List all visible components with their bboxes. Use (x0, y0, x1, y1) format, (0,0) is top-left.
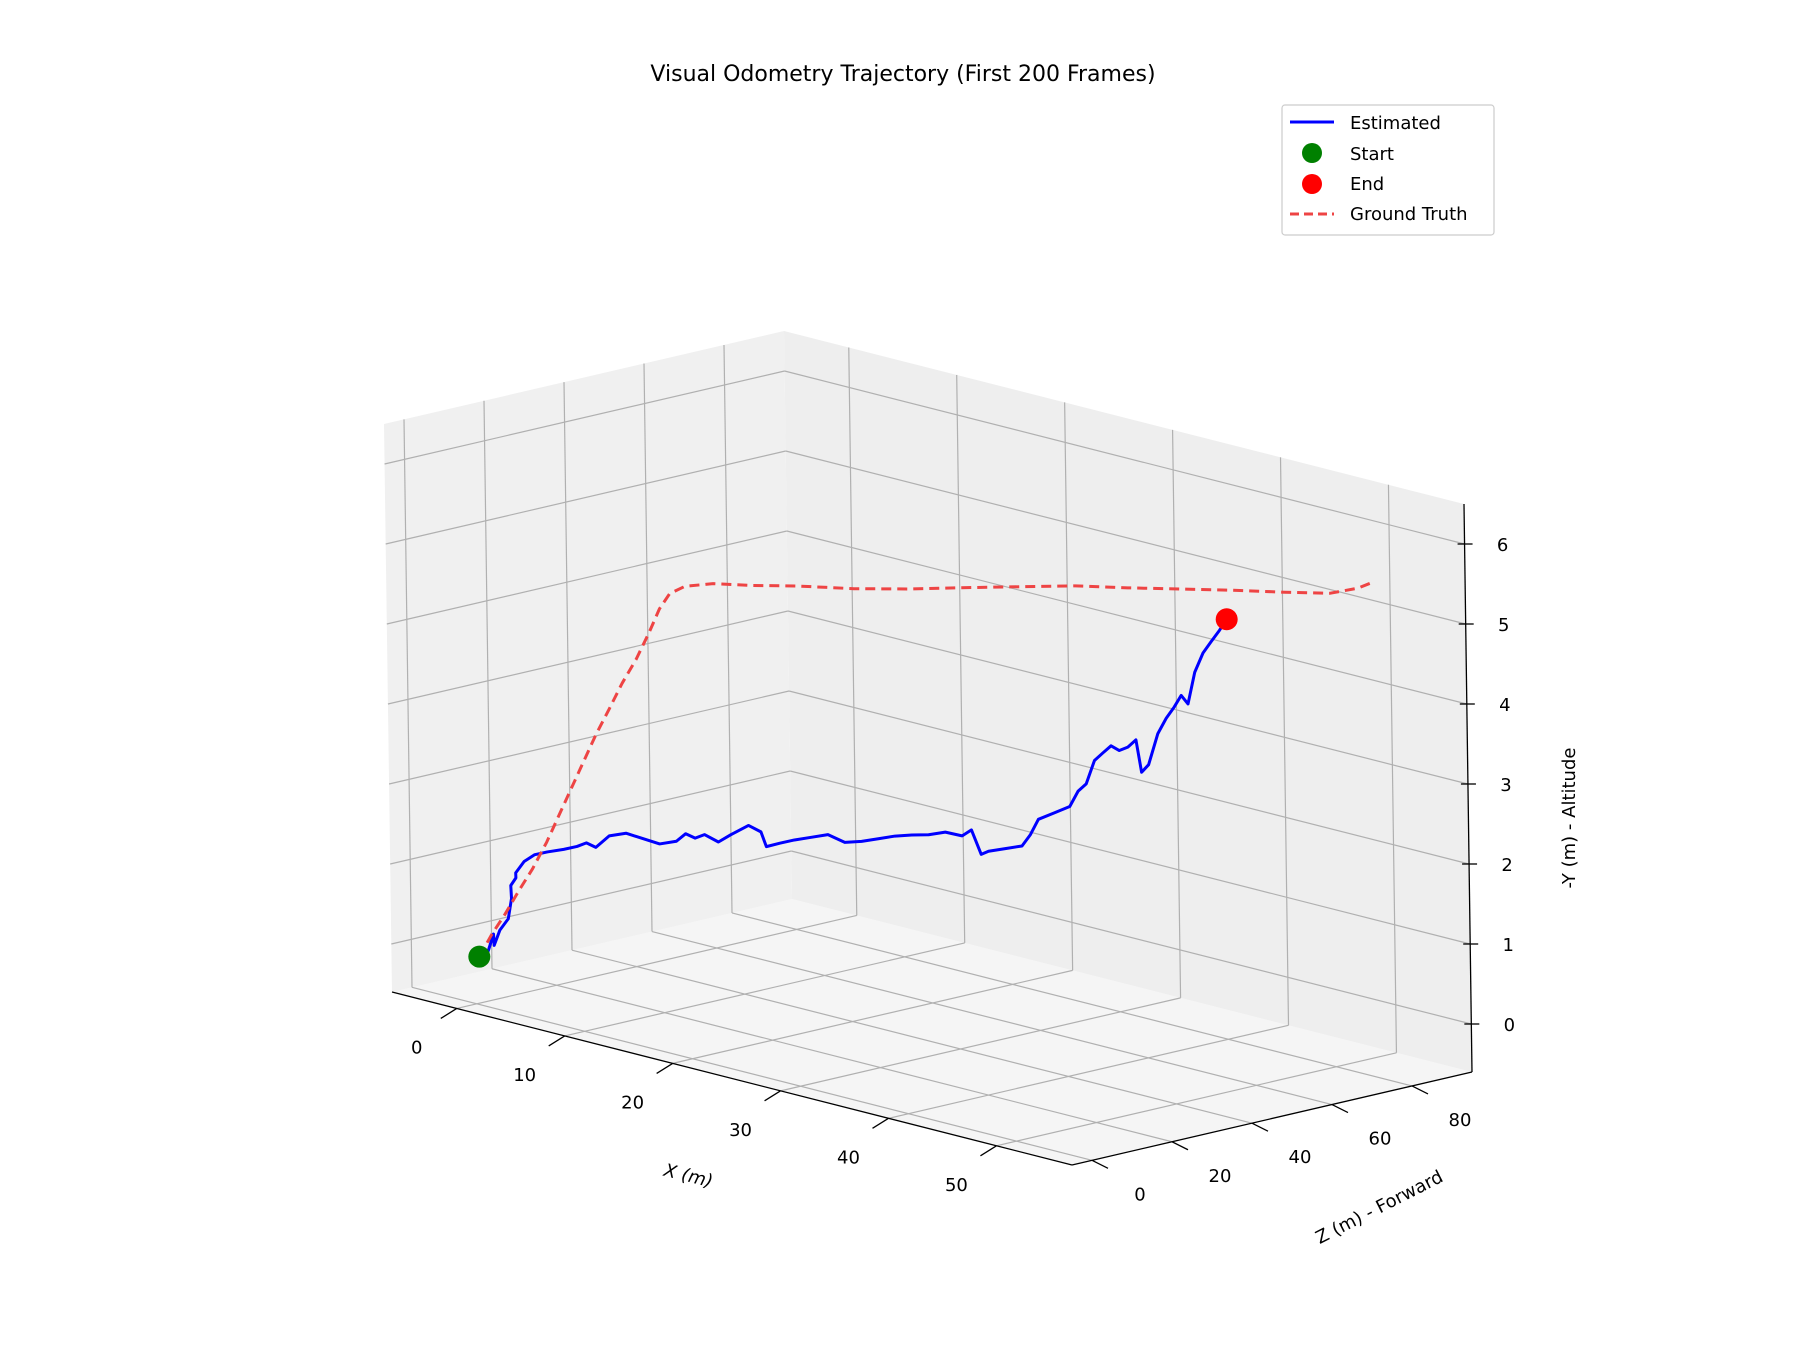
x-tick-label: 10 (513, 1065, 536, 1086)
z-axis-line (1463, 503, 1473, 1073)
grid-x-back (1387, 484, 1398, 1053)
grid-z-back (785, 450, 1466, 625)
y-axis-label: Z (m) - Forward (1312, 1166, 1446, 1248)
grid-x-back (1279, 457, 1290, 1026)
start-marker (468, 945, 491, 968)
grid-x-floor (564, 942, 965, 1037)
x-tick-label: 40 (837, 1147, 860, 1168)
grid-z-left (390, 770, 791, 865)
grid-x-floor (996, 1052, 1397, 1147)
grid-x-floor (780, 997, 1181, 1092)
grid-z-back (790, 770, 1471, 945)
x-tick-mark (980, 1145, 997, 1157)
legend-ground-truth-label: Ground Truth (1350, 204, 1468, 225)
grid-x-floor (672, 969, 1073, 1064)
grid-z-left (386, 530, 787, 625)
grid-x-back (1064, 402, 1074, 971)
grid-y-left (723, 344, 733, 913)
z-tick-label: 6 (1497, 535, 1508, 556)
legend-end-label: End (1350, 174, 1384, 195)
y-tick-mark (1251, 1122, 1269, 1132)
axis-ticks: 0 10 20 30 40 50 0 20 40 60 80 0 1 2 3 4 5 6 (411, 535, 1515, 1205)
grid-y-left (483, 400, 493, 969)
x-tick-label: 30 (729, 1120, 752, 1141)
x-tick-label: 50 (945, 1175, 968, 1196)
z-tick-label: 5 (1498, 615, 1509, 636)
x-tick-label: 20 (621, 1092, 644, 1113)
ground-truth-trajectory-line (478, 580, 1376, 958)
grid-z-back (784, 370, 1465, 545)
grid-z-back (788, 690, 1470, 865)
grid-y-floor (411, 986, 1093, 1161)
x-tick-mark (656, 1062, 673, 1074)
z-tick-label: 2 (1501, 855, 1512, 876)
grid-z-back (786, 530, 1467, 705)
z-tick-label: 1 (1502, 935, 1513, 956)
grid-x-floor (888, 1024, 1289, 1119)
grid-y-left (563, 382, 573, 951)
y-tick-label: 80 (1449, 1110, 1472, 1131)
y-tick-mark (1171, 1141, 1189, 1151)
grid-x-back (956, 374, 966, 943)
y-tick-label: 0 (1134, 1184, 1145, 1205)
estimated-trajectory-line (477, 617, 1229, 959)
y-tick-mark (1331, 1103, 1349, 1114)
z-tick-label: 0 (1504, 1015, 1515, 1036)
y-tick-label: 20 (1209, 1166, 1232, 1187)
y-tick-mark (1411, 1085, 1429, 1095)
left-pane (384, 331, 792, 992)
z-axis-label: -Y (m) - Altitude (1559, 748, 1580, 889)
legend-start-swatch (1302, 143, 1322, 163)
back-pane (784, 331, 1472, 1072)
grid-z-back (787, 610, 1469, 785)
grid-y-floor (571, 949, 1253, 1124)
data-series (468, 580, 1376, 968)
grid-y-left (643, 363, 653, 932)
grid-x-back (1171, 429, 1182, 998)
grid-y-floor (651, 930, 1333, 1106)
legend-estimated-label: Estimated (1350, 113, 1441, 134)
z-tick-label: 3 (1500, 775, 1511, 796)
axis-panes (384, 331, 1472, 1165)
x-tick-mark (872, 1117, 889, 1129)
x-tick-mark (440, 1007, 458, 1020)
grid-z-left (387, 610, 789, 705)
y-tick-label: 60 (1369, 1129, 1392, 1150)
x-axis-line (391, 991, 1073, 1166)
grid-y-floor (731, 912, 1413, 1087)
x-tick-label: 0 (411, 1037, 422, 1058)
grid-y-floor (491, 968, 1173, 1143)
grid-x-floor (456, 914, 857, 1010)
y-tick-mark (1091, 1159, 1109, 1169)
grid-z-left (388, 690, 790, 785)
grid-lines (384, 344, 1472, 1161)
x-tick-mark (764, 1090, 781, 1102)
end-marker (1215, 608, 1238, 631)
grid-z-back (791, 850, 1472, 1025)
x-axis-label: X (m) (661, 1160, 715, 1193)
grid-y-left (403, 419, 413, 988)
grid-z-left (391, 850, 792, 945)
x-tick-mark (548, 1035, 566, 1047)
z-tick-label: 4 (1499, 695, 1510, 716)
grid-z-left (384, 370, 785, 465)
legend-box (1281, 104, 1495, 236)
axis-lines (391, 503, 1473, 1166)
y-tick-label: 40 (1289, 1147, 1312, 1168)
legend-end-swatch (1302, 174, 1322, 194)
legend: Estimated Start End Ground Truth (1281, 104, 1495, 236)
grid-z-left (385, 450, 786, 545)
grid-x-back (848, 347, 858, 916)
y-axis-line (1071, 1071, 1473, 1166)
legend-start-label: Start (1350, 144, 1394, 165)
chart-title: Visual Odometry Trajectory (First 200 Fr… (650, 62, 1155, 87)
